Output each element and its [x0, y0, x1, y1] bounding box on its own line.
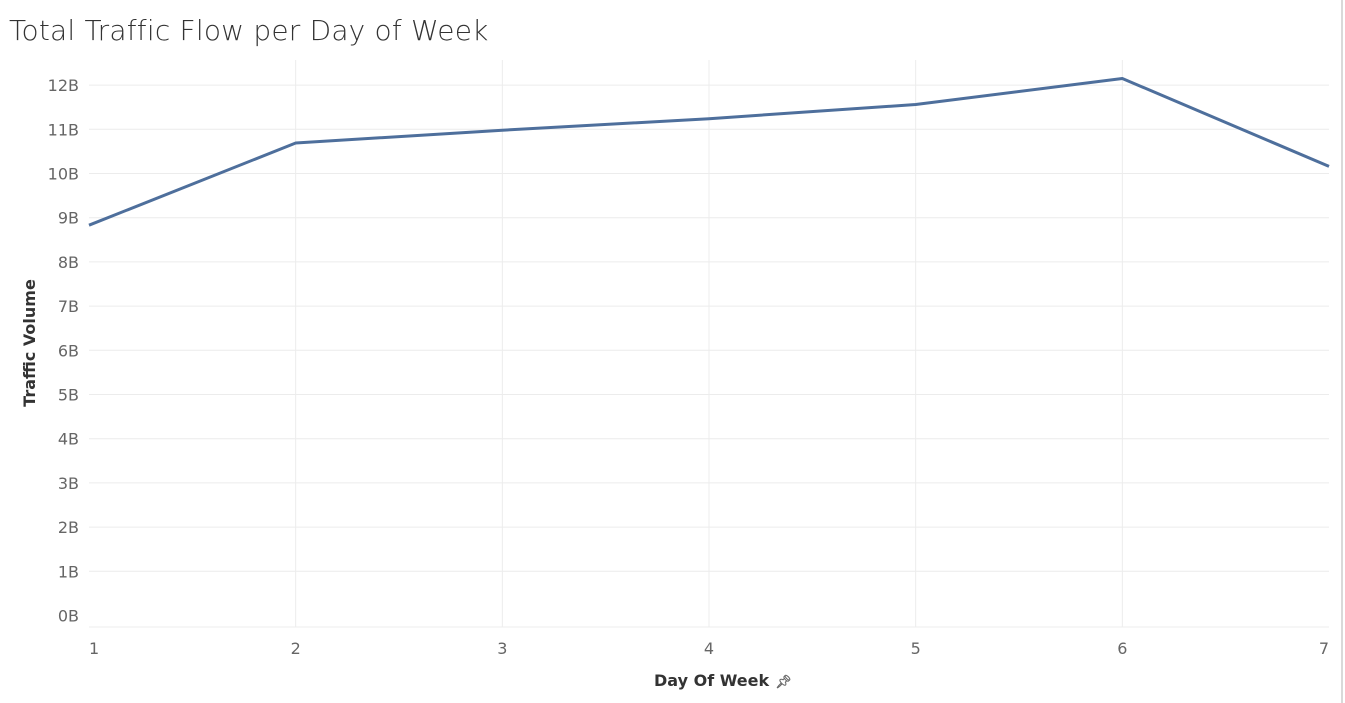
y-tick-label: 3B [58, 474, 79, 493]
y-tick-label: 5B [58, 386, 79, 405]
y-tick-label: 1B [58, 562, 79, 581]
y-tick-label: 7B [58, 297, 79, 316]
data-point[interactable] [703, 113, 715, 125]
data-point[interactable] [1116, 72, 1128, 84]
series-line[interactable] [88, 77, 1330, 227]
y-tick-label: 11B [48, 120, 79, 139]
x-axis-title[interactable]: Day Of Week 📌︎ [654, 671, 792, 690]
data-point[interactable] [83, 219, 95, 231]
series-layer [83, 72, 1335, 231]
x-tick-label: 3 [497, 639, 507, 658]
y-tick-label: 6B [58, 341, 79, 360]
pane-border [1341, 0, 1343, 703]
pin-icon: 📌︎ [775, 675, 792, 690]
x-tick-label: 2 [291, 639, 301, 658]
x-tick-label: 7 [1319, 639, 1329, 658]
y-tick-label: 4B [58, 430, 79, 449]
y-tick-label: 0B [58, 607, 79, 626]
y-tick-label: 9B [58, 209, 79, 228]
data-point[interactable] [1323, 160, 1335, 172]
data-point[interactable] [496, 124, 508, 136]
x-tick-label: 1 [89, 639, 99, 658]
x-axis-title-label: Day Of Week [654, 671, 770, 690]
y-tick-label: 10B [48, 165, 79, 184]
data-point[interactable] [910, 99, 922, 111]
x-tick-label: 4 [704, 639, 714, 658]
x-tick-label: 6 [1117, 639, 1127, 658]
y-axis-ticks: 0B 1B 2B 3B 4B 5B 6B 7B 8B 9B 10B 11B 12B [48, 76, 79, 625]
y-tick-label: 2B [58, 518, 79, 537]
grid-lines [89, 60, 1329, 628]
chart-title: Total Traffic Flow per Day of Week [9, 14, 489, 47]
y-tick-label: 8B [58, 253, 79, 272]
data-point[interactable] [290, 137, 302, 149]
y-axis-title: Traffic Volume [20, 279, 39, 407]
y-tick-label: 12B [48, 76, 79, 95]
x-axis-ticks: 1 2 3 4 5 6 7 [89, 639, 1329, 658]
x-tick-label: 5 [911, 639, 921, 658]
